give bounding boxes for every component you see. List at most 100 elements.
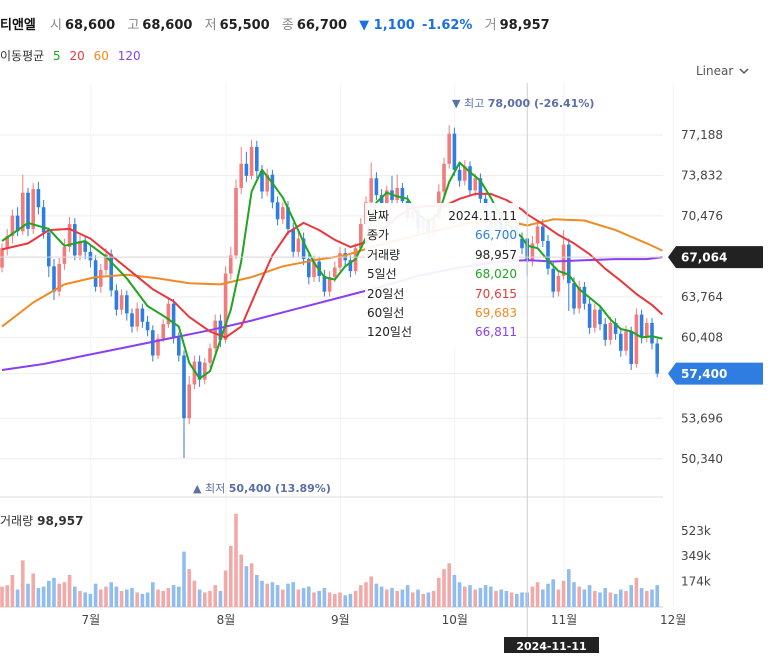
volume-tick-label: 349k [681,549,711,563]
volume-bar [171,585,176,607]
ma5-line [1,161,663,380]
candle-body [452,133,457,170]
close-value: 66,700 [296,18,348,33]
tooltip-value: 69,683 [475,306,517,321]
tooltip-row-volume: 거래량 98,957 [367,246,517,265]
volume-bar [489,586,493,607]
volume-bar [182,551,186,607]
candle-body [447,133,451,164]
volume-bar [161,590,165,607]
volume-bar [260,580,264,607]
high-annotation: ▼ 최고 78,000 (-26.41%) [452,95,594,111]
candle-body [457,169,462,181]
candle-body [473,178,477,191]
low-annotation: ▲ 최저 50,400 (13.89%) [193,480,331,496]
candle-body [359,224,363,249]
candle-body [151,330,155,356]
volume-bar [41,586,46,607]
candle-body [171,303,176,338]
x-tick-label: 10월 [442,613,468,627]
volume-bar [239,554,243,607]
candle-body [5,236,9,249]
candle-body [593,309,597,328]
candle-body [645,322,649,338]
volume-panel-title: 거래량 [0,514,34,528]
volume-bar [57,583,61,607]
volume-bar [567,569,571,607]
volume-bar [99,589,103,607]
candle-body [140,308,145,322]
volume-bar [634,577,639,607]
candle-body [442,163,446,192]
candle-body [286,207,290,229]
candle-body [395,187,399,200]
candle-body [0,248,4,268]
candle-body [551,268,555,292]
volume-bar [629,585,633,607]
volume-bar [317,590,321,607]
candle-body [104,254,108,270]
tooltip-row-ma20: 20일선 70,615 [367,285,517,304]
volume-bar [463,586,467,607]
ma-legend: 이동평균 5 20 60 120 [0,47,146,64]
ma-legend-20[interactable]: 20 [69,49,85,63]
candle-body [369,178,373,203]
volume-bar [10,574,15,607]
candle-body [67,224,72,247]
tooltip-row-ma120: 120일선 66,811 [367,323,517,342]
tooltip-label: 날짜 [367,209,390,223]
volume-bar [31,573,35,607]
candle-body [88,251,93,261]
candle-body [244,163,249,176]
y-tick-label: 53,696 [681,411,723,425]
ma-legend-60[interactable]: 60 [93,49,109,63]
candle-body [468,166,472,191]
scale-dropdown[interactable]: Linear [696,64,749,78]
high-annotation-label: ▼ 최고 [452,97,485,110]
candle-body [374,178,379,196]
y-tick-label: 50,340 [681,452,723,466]
volume-bar [333,593,337,607]
volume-bar [218,590,223,607]
candle-body [197,361,202,380]
candle-body [572,283,576,309]
candle-body [281,207,285,220]
tooltip-label: 5일선 [367,267,397,282]
volume-bar [156,589,160,607]
volume-bar [93,583,98,607]
volume-bar [499,589,503,607]
candle-body [166,303,171,325]
volume-bar [26,583,30,607]
price-header: 티앤엘 시 68,600 고 68,600 저 65,500 종 66,700 ▼ 1,… [0,14,558,33]
volume-bar [52,577,56,607]
candle-body [463,166,467,181]
volume-bar [151,582,155,607]
candle-body [57,263,61,292]
volume-bar [468,585,472,607]
candle-body [260,171,264,192]
candle-body [229,255,233,274]
volume-bar [5,585,9,607]
volume-bar [416,589,420,607]
y-tick-label: 73,832 [681,168,723,182]
volume-bar [411,592,415,607]
ma-legend-5[interactable]: 5 [53,49,61,63]
x-tick-label: 11월 [551,613,577,627]
candle-body [255,146,259,172]
candle-body [301,238,306,260]
candle-body [629,331,633,364]
volume-bar [457,582,462,607]
change-value: ▼ 1,100 [359,18,415,33]
volume-bar [608,592,613,607]
volume-bar [125,589,129,607]
ma-legend-120[interactable]: 120 [117,49,141,63]
volume-bar [62,582,67,607]
candle-body [567,244,571,284]
x-tick-label: 8월 [217,613,236,627]
candle-body [47,232,51,267]
volume-bar [426,592,431,607]
volume-bar [244,566,249,607]
candle-body [556,275,561,292]
volume-bar [577,586,581,607]
